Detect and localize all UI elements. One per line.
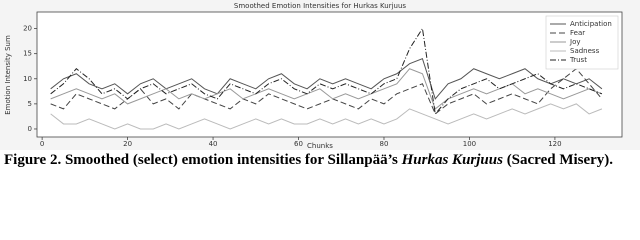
y-tick-label: 15	[23, 50, 32, 58]
x-tick-label: 100	[463, 140, 476, 148]
legend-label: Joy	[569, 38, 581, 46]
x-tick-label: 120	[548, 140, 561, 148]
page: Smoothed Emotion Intensities for Hurkas …	[0, 0, 640, 169]
y-tick-label: 5	[28, 100, 32, 108]
line-series	[50, 103, 603, 130]
x-tick-label: 80	[380, 140, 389, 148]
y-tick-label: 10	[23, 75, 32, 83]
x-tick-label: 0	[40, 140, 44, 148]
y-tick-label: 0	[28, 125, 32, 133]
line-series	[50, 58, 603, 100]
line-series	[50, 27, 603, 116]
legend-label: Anticipation	[570, 20, 612, 28]
caption-text: (Sacred Misery).	[502, 152, 614, 168]
plot-area	[36, 11, 623, 138]
y-tick-label: 20	[23, 25, 32, 33]
caption-title: Hurkas Kurjuus	[401, 152, 503, 168]
chart: Smoothed Emotion Intensities for Hurkas …	[0, 0, 640, 150]
caption-text: Figure 2. Smoothed (select) emotion inte…	[4, 152, 402, 168]
y-axis-label: Emotion Intensity Sum	[4, 35, 12, 115]
x-tick-label: 20	[123, 140, 132, 148]
line-series	[50, 68, 603, 115]
x-axis-label: Chunks	[307, 142, 333, 150]
x-tick-label: 40	[209, 140, 218, 148]
chart-title: Smoothed Emotion Intensities for Hurkas …	[234, 2, 406, 10]
x-tick-label: 60	[294, 140, 303, 148]
legend-label: Trust	[569, 56, 587, 64]
legend-label: Fear	[570, 29, 585, 37]
legend-label: Sadness	[570, 47, 600, 55]
caption: Figure 2. Smoothed (select) emotion inte…	[4, 152, 636, 169]
